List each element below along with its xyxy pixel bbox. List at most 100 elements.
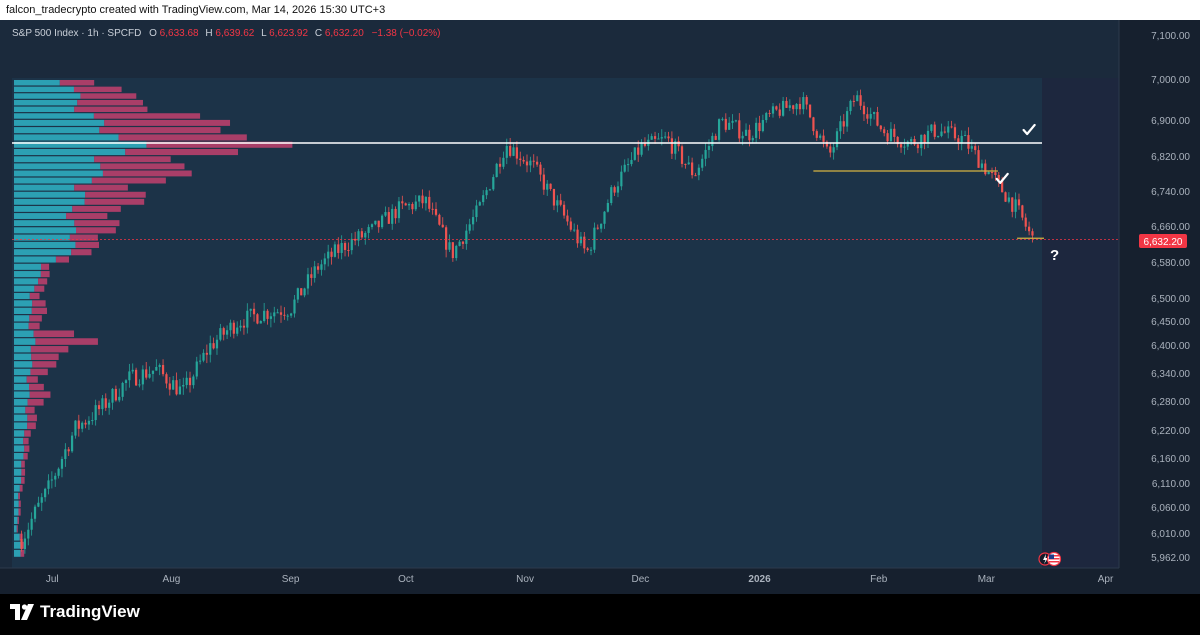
candle-body bbox=[60, 459, 64, 469]
volume-profile-up-bar bbox=[14, 549, 21, 557]
candle-body bbox=[380, 215, 384, 228]
volume-profile-down-bar bbox=[35, 338, 98, 345]
candle-body bbox=[623, 164, 626, 172]
candle-body bbox=[488, 189, 492, 191]
candle-body bbox=[182, 384, 185, 387]
candle-body bbox=[1024, 217, 1027, 227]
volume-profile-up-bar bbox=[14, 234, 70, 241]
brand[interactable]: TradingView bbox=[10, 602, 140, 622]
candle-body bbox=[640, 143, 643, 155]
legend-low-label: L bbox=[261, 28, 267, 39]
check-icon bbox=[1022, 123, 1036, 136]
volume-profile-up-bar bbox=[14, 119, 105, 126]
candle-body bbox=[937, 135, 940, 137]
candle-body bbox=[815, 131, 818, 138]
price-tick-label: 6,740.00 bbox=[1151, 187, 1190, 198]
candle-body bbox=[970, 146, 973, 149]
candle-body bbox=[822, 135, 825, 142]
candle-body bbox=[903, 146, 906, 148]
volume-profile-up-bar bbox=[14, 516, 18, 525]
us-flag-icon[interactable] bbox=[1046, 551, 1062, 567]
volume-profile-up-bar bbox=[14, 315, 30, 322]
candle-body bbox=[768, 113, 771, 115]
candle-body bbox=[360, 231, 363, 238]
candle-body bbox=[963, 135, 967, 137]
candle-body bbox=[664, 136, 667, 138]
price-axis: 7,100.00 7,000.00 6,900.00 6,820.00 6,740.00… bbox=[1151, 31, 1190, 564]
volume-profile-down-bar bbox=[66, 213, 108, 219]
volume-profile-down-bar bbox=[29, 292, 40, 300]
price-tick-label: 6,660.00 bbox=[1151, 222, 1190, 233]
volume-profile-down-bar bbox=[32, 361, 57, 368]
price-tick-label: 6,340.00 bbox=[1151, 369, 1190, 380]
candle-body bbox=[519, 158, 522, 160]
candle-body bbox=[465, 230, 468, 244]
candle-body bbox=[812, 117, 815, 132]
volume-profile-down-bar bbox=[69, 234, 98, 241]
candle-body bbox=[57, 468, 60, 476]
candle-body bbox=[546, 183, 549, 190]
candle-body bbox=[896, 136, 899, 145]
candle-body bbox=[525, 161, 529, 166]
price-tick-label: 6,580.00 bbox=[1151, 258, 1190, 269]
volume-profile-up-bar bbox=[14, 330, 34, 338]
volume-profile-up-bar bbox=[14, 437, 24, 445]
candle-body bbox=[589, 249, 593, 251]
candle-body bbox=[559, 200, 562, 205]
time-tick-label: Mar bbox=[978, 574, 996, 585]
candle-body bbox=[384, 212, 387, 216]
volume-profile-up-bar bbox=[14, 484, 20, 492]
candle-body bbox=[47, 480, 50, 489]
price-tick-label: 5,962.00 bbox=[1151, 553, 1190, 564]
candle-body bbox=[212, 343, 215, 349]
volume-profile-up-bar bbox=[14, 93, 81, 99]
candle-body bbox=[111, 388, 114, 403]
volume-profile-up-bar bbox=[14, 292, 30, 300]
candle-body bbox=[492, 177, 495, 190]
candle-body bbox=[252, 308, 256, 315]
candle-body bbox=[802, 97, 805, 110]
candle-body bbox=[566, 215, 569, 222]
candle-body bbox=[502, 157, 505, 167]
candle-body bbox=[839, 121, 842, 132]
candle-body bbox=[997, 175, 1000, 180]
candle-body bbox=[94, 405, 97, 421]
volume-profile-down-bar bbox=[23, 437, 29, 445]
candle-body bbox=[475, 205, 478, 218]
price-chart[interactable]: 7,100.00 7,000.00 6,900.00 6,820.00 6,740.00… bbox=[0, 20, 1200, 594]
volume-profile-down-bar bbox=[18, 508, 21, 516]
candle-body bbox=[219, 328, 222, 340]
candle-body bbox=[350, 238, 353, 251]
candle-body bbox=[782, 100, 785, 116]
volume-profile-down-bar bbox=[20, 549, 25, 557]
candle-body bbox=[626, 164, 630, 166]
candle-body bbox=[118, 396, 121, 401]
candle-body bbox=[926, 130, 930, 144]
candle-body bbox=[852, 100, 855, 102]
volume-profile-down-bar bbox=[75, 241, 100, 248]
volume-profile bbox=[14, 80, 293, 557]
candle-body bbox=[471, 217, 475, 225]
volume-profile-down-bar bbox=[34, 285, 45, 292]
candle-body bbox=[236, 327, 239, 334]
volume-profile-down-bar bbox=[91, 177, 166, 184]
candle-body bbox=[172, 380, 175, 390]
candle-body bbox=[556, 200, 559, 206]
candle-body bbox=[458, 241, 461, 246]
volume-profile-down-bar bbox=[77, 99, 143, 106]
legend-open-label: O bbox=[149, 28, 157, 39]
time-tick-label: Nov bbox=[516, 574, 534, 585]
volume-profile-up-bar bbox=[14, 338, 36, 345]
candle-body bbox=[835, 131, 839, 148]
candle-body bbox=[316, 266, 320, 270]
candle-body bbox=[515, 147, 518, 159]
candle-body bbox=[370, 224, 374, 228]
price-tick-label: 7,000.00 bbox=[1151, 75, 1190, 86]
volume-profile-down-bar bbox=[24, 445, 30, 452]
candle-body bbox=[54, 475, 57, 480]
candle-body bbox=[569, 221, 572, 230]
candle-body bbox=[343, 243, 347, 250]
candle-body bbox=[357, 231, 360, 241]
candle-body bbox=[205, 352, 208, 355]
chart-area[interactable]: 7,100.00 7,000.00 6,900.00 6,820.00 6,740.00… bbox=[0, 20, 1200, 594]
